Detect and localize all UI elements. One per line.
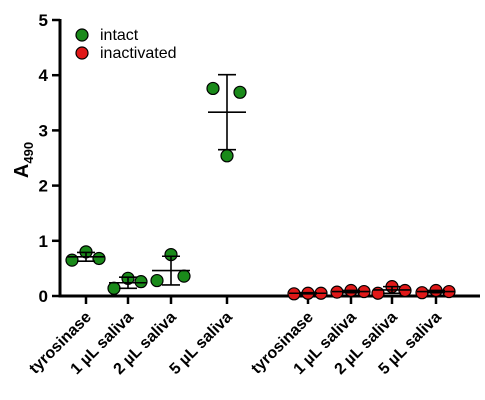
y-tick-label: 0 bbox=[39, 287, 48, 306]
data-point bbox=[415, 286, 429, 300]
legend-marker bbox=[75, 28, 89, 42]
y-tick-label: 3 bbox=[39, 121, 48, 140]
data-point bbox=[177, 269, 191, 283]
y-tick-label: 2 bbox=[39, 177, 48, 196]
data-point bbox=[65, 253, 79, 267]
data-point bbox=[233, 85, 247, 99]
data-point bbox=[220, 149, 234, 163]
y-axis-label: A490 bbox=[11, 142, 36, 178]
data-point bbox=[150, 273, 164, 288]
data-point bbox=[206, 81, 220, 96]
y-tick-label: 4 bbox=[39, 66, 49, 85]
data-point bbox=[107, 281, 121, 295]
y-axis-title: A490 bbox=[11, 142, 36, 178]
data-point bbox=[371, 286, 385, 300]
legend-label: intact bbox=[100, 27, 139, 44]
legend-label: inactivated bbox=[100, 45, 177, 62]
legend-marker bbox=[75, 46, 89, 60]
data-point bbox=[134, 275, 148, 289]
y-tick-label: 1 bbox=[39, 232, 48, 251]
y-tick-label: 5 bbox=[39, 11, 48, 30]
data-point bbox=[92, 251, 106, 266]
